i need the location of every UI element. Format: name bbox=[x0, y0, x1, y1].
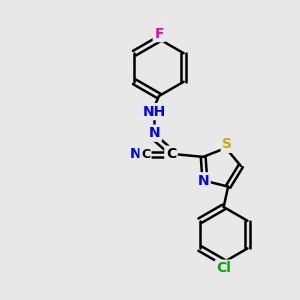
Text: F: F bbox=[154, 27, 164, 40]
Text: S: S bbox=[222, 137, 232, 152]
Text: C: C bbox=[141, 148, 150, 161]
Text: C: C bbox=[166, 147, 176, 161]
Text: NH: NH bbox=[143, 105, 166, 118]
Text: N: N bbox=[198, 174, 209, 188]
Text: Cl: Cl bbox=[216, 261, 231, 275]
Text: N: N bbox=[149, 126, 160, 140]
Text: N: N bbox=[130, 147, 142, 161]
